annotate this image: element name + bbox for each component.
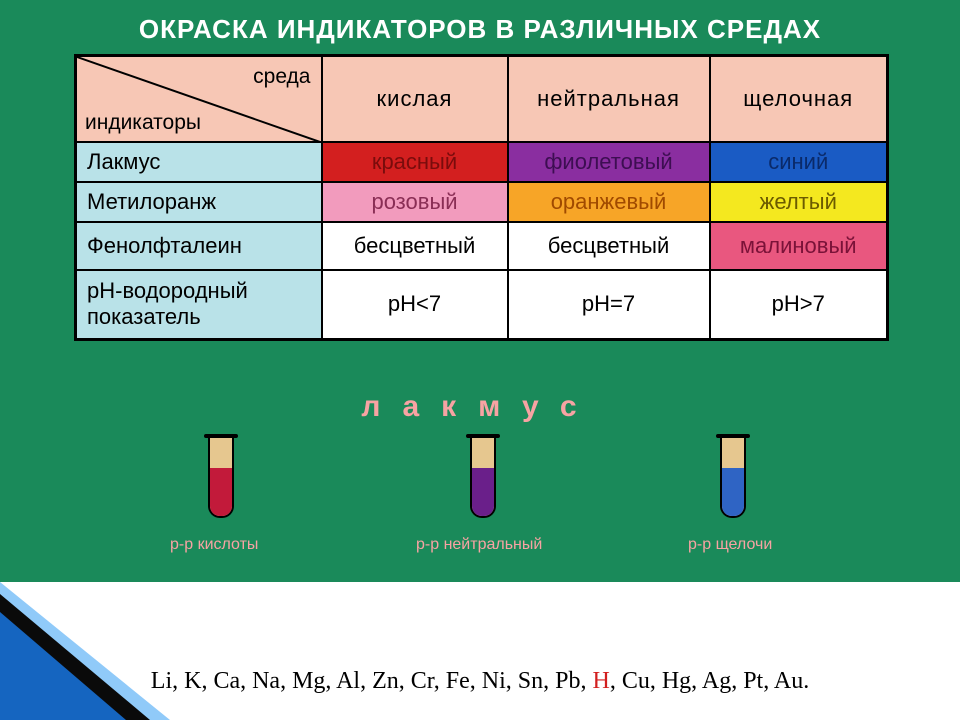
litmus-heading: лакмус [0, 390, 960, 424]
table-row: Фенолфталеин бесцветный бесцветный малин… [76, 222, 888, 270]
cell: pH>7 [710, 270, 888, 340]
table-row: рН-водородный показатель pH<7 pH=7 pH>7 [76, 270, 888, 340]
indicator-table: среда индикаторы кислая нейтральная щело… [74, 54, 889, 341]
tube-liquid [210, 468, 232, 516]
cell: pH<7 [322, 270, 508, 340]
activity-series: Li, K, Ca, Na, Mg, Al, Zn, Cr, Fe, Ni, S… [0, 668, 960, 695]
tube-liquid [472, 468, 494, 516]
cell: желтый [710, 182, 888, 222]
indicator-name: Метилоранж [76, 182, 322, 222]
indicator-panel: ОКРАСКА ИНДИКАТОРОВ В РАЗЛИЧНЫХ СРЕДАХ с… [0, 0, 960, 582]
indicator-name: рН-водородный показатель [76, 270, 322, 340]
col-header-neutral: нейтральная [508, 56, 710, 142]
tube-label-neutral: р-р нейтральный [416, 536, 542, 554]
tube-lip-icon [466, 434, 500, 438]
tube-lip-icon [204, 434, 238, 438]
cell: оранжевый [508, 182, 710, 222]
tube-label-acid: р-р кислоты [170, 536, 258, 554]
elements-post: , Cu, Hg, Ag, Pt, Au. [610, 668, 809, 694]
panel-title: ОКРАСКА ИНДИКАТОРОВ В РАЗЛИЧНЫХ СРЕДАХ [0, 0, 960, 45]
indicator-name: Фенолфталеин [76, 222, 322, 270]
cell: бесцветный [508, 222, 710, 270]
cell: розовый [322, 182, 508, 222]
elements-hydrogen: H [593, 668, 610, 694]
tube-lip-icon [716, 434, 750, 438]
slide: ОКРАСКА ИНДИКАТОРОВ В РАЗЛИЧНЫХ СРЕДАХ с… [0, 0, 960, 720]
table-row: Метилоранж розовый оранжевый желтый [76, 182, 888, 222]
tube-liquid [722, 468, 744, 516]
tube-label-alkaline: р-р щелочи [688, 536, 772, 554]
elements-pre: Li, K, Ca, Na, Mg, Al, Zn, Cr, Fe, Ni, S… [151, 668, 593, 694]
cell: фиолетовый [508, 142, 710, 182]
test-tube-neutral [470, 436, 496, 518]
col-header-alkaline: щелочная [710, 56, 888, 142]
table-header-row: среда индикаторы кислая нейтральная щело… [76, 56, 888, 142]
cell: малиновый [710, 222, 888, 270]
cell: бесцветный [322, 222, 508, 270]
cell: красный [322, 142, 508, 182]
cell: синий [710, 142, 888, 182]
indicator-name: Лакмус [76, 142, 322, 182]
col-header-acidic: кислая [322, 56, 508, 142]
test-tube-acid [208, 436, 234, 518]
diag-label-indicators: индикаторы [85, 111, 201, 135]
test-tube-alkaline [720, 436, 746, 518]
header-diagonal-cell: среда индикаторы [76, 56, 322, 142]
table-row: Лакмус красный фиолетовый синий [76, 142, 888, 182]
corner-stripes-icon [0, 582, 200, 720]
diag-label-environment: среда [253, 65, 310, 89]
cell: pH=7 [508, 270, 710, 340]
